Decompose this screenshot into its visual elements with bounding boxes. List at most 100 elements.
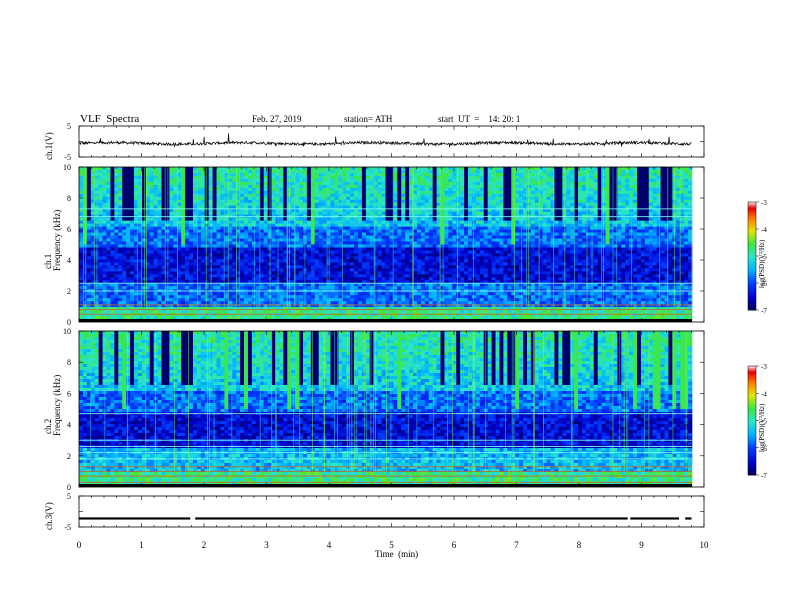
spectrogram-cell: [110, 253, 115, 257]
spectrogram-cell: [660, 202, 665, 207]
spectrogram-cell: [409, 181, 414, 186]
spectrogram-cell: [633, 184, 638, 189]
spectrogram-cell: [192, 220, 198, 224]
spectrogram-cell: [279, 175, 284, 180]
spectrogram-cell: [192, 172, 198, 177]
spectrogram-cell: [393, 211, 398, 215]
spectrogram-cell: [181, 193, 186, 198]
spectrogram-cell: [130, 205, 135, 210]
spectrogram-cell: [330, 220, 335, 224]
spectrogram-cell: [668, 229, 673, 233]
spectrogram-cell: [530, 217, 536, 221]
spectrogram-cell: [562, 178, 567, 183]
spectrogram-cell: [542, 220, 547, 224]
spectrogram-cell: [393, 241, 398, 245]
spectrogram-cell: [684, 175, 689, 180]
spectrogram-cell: [216, 193, 221, 198]
spectrogram-cell: [169, 217, 174, 221]
spectrogram-cell: [416, 229, 422, 233]
spectrogram-cell: [318, 238, 323, 242]
spectrogram-cell: [570, 250, 575, 254]
spectrogram-cell: [648, 220, 654, 224]
spectrogram-cell: [200, 229, 206, 233]
spectrogram-cell: [688, 220, 693, 224]
spectrogram-cell: [141, 217, 147, 221]
spectrogram-cell: [381, 232, 386, 236]
spectrogram-cell: [416, 184, 422, 189]
spectrogram-cell: [263, 229, 268, 233]
spectrogram-cell: [416, 167, 422, 171]
spectrogram-cell: [346, 181, 351, 186]
spectrogram-cell: [82, 250, 88, 254]
spectrogram-cell: [581, 202, 587, 207]
spectrogram-cell: [295, 190, 300, 195]
spectrogram-cell: [220, 187, 225, 192]
spectrogram-cell: [440, 205, 445, 210]
spectrogram-cell: [177, 190, 182, 195]
spectrogram-cell: [597, 175, 602, 180]
spectrogram-cell: [212, 205, 217, 210]
spectrogram-cell: [310, 202, 316, 207]
spectrogram-cell: [130, 232, 135, 236]
spectrogram-cell: [684, 241, 689, 245]
spectrogram-cell: [161, 220, 166, 224]
spectrogram-cell: [538, 193, 543, 198]
spectrogram-cell: [279, 211, 284, 215]
spectrogram-cell: [114, 181, 119, 186]
spectrogram-cell: [483, 199, 488, 204]
spectrogram-cell: [495, 220, 500, 224]
spectrogram-cell: [114, 217, 119, 221]
spectrogram-cell: [617, 235, 622, 239]
spectrogram-cell: [365, 202, 371, 207]
spectrogram-cell: [530, 253, 536, 257]
spectrogram-cell: [295, 167, 300, 171]
spectrogram-cell: [389, 256, 394, 260]
spectrogram-cell: [306, 202, 312, 207]
spectrogram-cell: [605, 167, 610, 171]
spectrogram-cell: [189, 238, 194, 242]
spectrogram-cell: [137, 226, 143, 230]
spectrogram-cell: [354, 199, 359, 204]
spectrogram-cell: [318, 178, 323, 183]
spectrogram-cell: [448, 199, 453, 204]
spectrogram-cell: [291, 187, 296, 192]
spectrogram-cell: [440, 187, 445, 192]
spectrogram-cell: [90, 208, 96, 213]
spectrogram-cell: [228, 244, 233, 248]
spectrogram-cell: [640, 253, 646, 257]
spectrogram-cell: [177, 169, 182, 174]
spectrogram-cell: [295, 211, 300, 215]
spectrogram-cell: [640, 211, 646, 215]
spectrogram-cell: [581, 226, 587, 230]
spectrogram-cell: [428, 235, 433, 239]
spectrogram-cell: [381, 167, 386, 171]
spectrogram-cell: [530, 187, 536, 192]
spectrogram-cell: [648, 232, 654, 236]
spectrogram-cell: [491, 250, 496, 254]
spectrogram-cell: [676, 211, 681, 215]
spectrogram-cell: [271, 178, 276, 183]
spectrogram-cell: [263, 187, 268, 192]
spectrogram-cell: [585, 190, 591, 195]
spectrogram-cell: [578, 199, 583, 204]
spectrogram-cell: [134, 202, 139, 207]
spectrogram-cell: [259, 172, 264, 177]
spectrogram-cell: [79, 223, 84, 227]
spectrogram-cell: [617, 247, 622, 251]
spectrogram-cell: [546, 202, 551, 207]
spectrogram-cell: [640, 223, 646, 227]
spectrogram-cell: [420, 208, 426, 213]
spectrogram-cell: [212, 202, 217, 207]
spectrogram-cell: [664, 199, 669, 204]
spectrogram-cell: [491, 178, 496, 183]
spectrogram-cell: [554, 217, 559, 221]
spectrogram-cell: [189, 208, 194, 213]
spectrogram-cell: [314, 256, 319, 260]
spectrogram-cell: [617, 172, 622, 177]
spectrogram-cell: [566, 226, 571, 230]
spectrogram-cell: [452, 241, 457, 245]
spectrogram-cell: [656, 223, 661, 227]
spectrogram-cell: [118, 256, 123, 260]
spectrogram-cell: [240, 167, 245, 171]
spectrogram-cell: [546, 217, 551, 221]
